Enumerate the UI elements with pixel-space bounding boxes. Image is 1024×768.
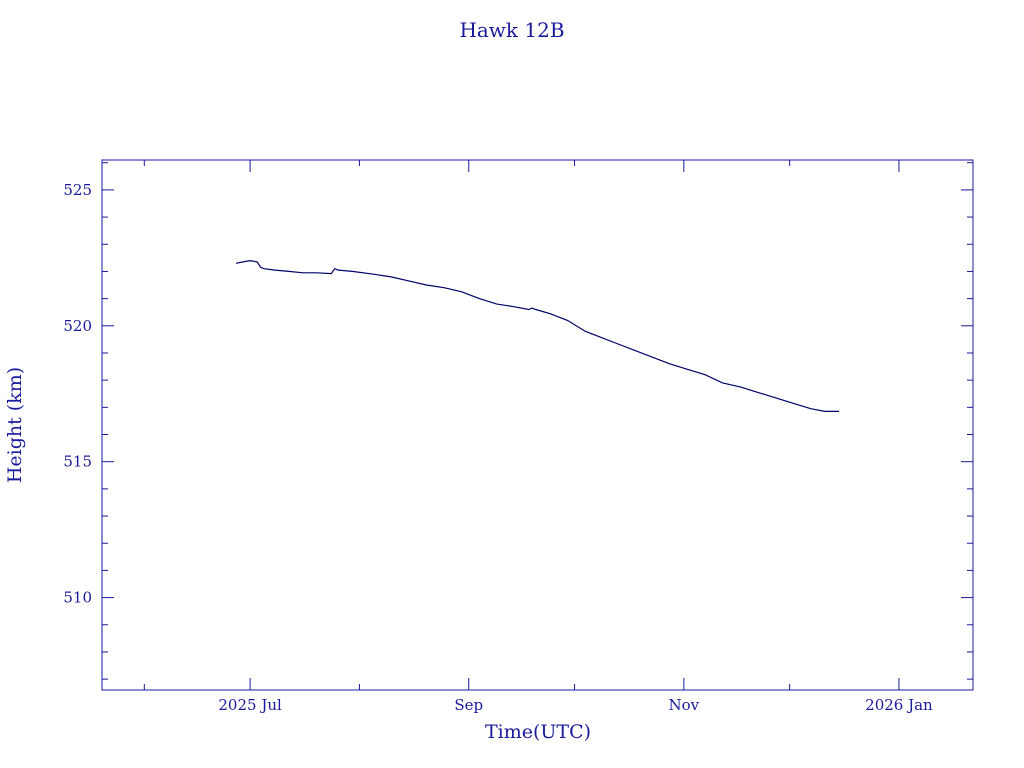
y-tick-label: 515 bbox=[63, 453, 92, 471]
y-tick-label: 525 bbox=[63, 181, 92, 199]
x-tick-label: 2025 Jul bbox=[218, 696, 282, 714]
x-axis-label: Time(UTC) bbox=[485, 721, 591, 743]
x-tick-label: Sep bbox=[454, 696, 483, 714]
chart-title: Hawk 12B bbox=[459, 18, 564, 42]
axis-ticks: 510 515 520 525 2025 Jul Sep Nov 2026 Jan bbox=[63, 160, 973, 714]
plot-frame bbox=[101, 159, 974, 691]
y-axis-label: Height (km) bbox=[4, 367, 26, 483]
x-tick-label: Nov bbox=[669, 696, 700, 714]
x-tick-label: 2026 Jan bbox=[865, 696, 933, 714]
series-line bbox=[235, 259, 839, 412]
series-layer bbox=[235, 259, 839, 412]
y-tick-label: 510 bbox=[63, 589, 92, 607]
y-tick-label: 520 bbox=[63, 317, 92, 335]
